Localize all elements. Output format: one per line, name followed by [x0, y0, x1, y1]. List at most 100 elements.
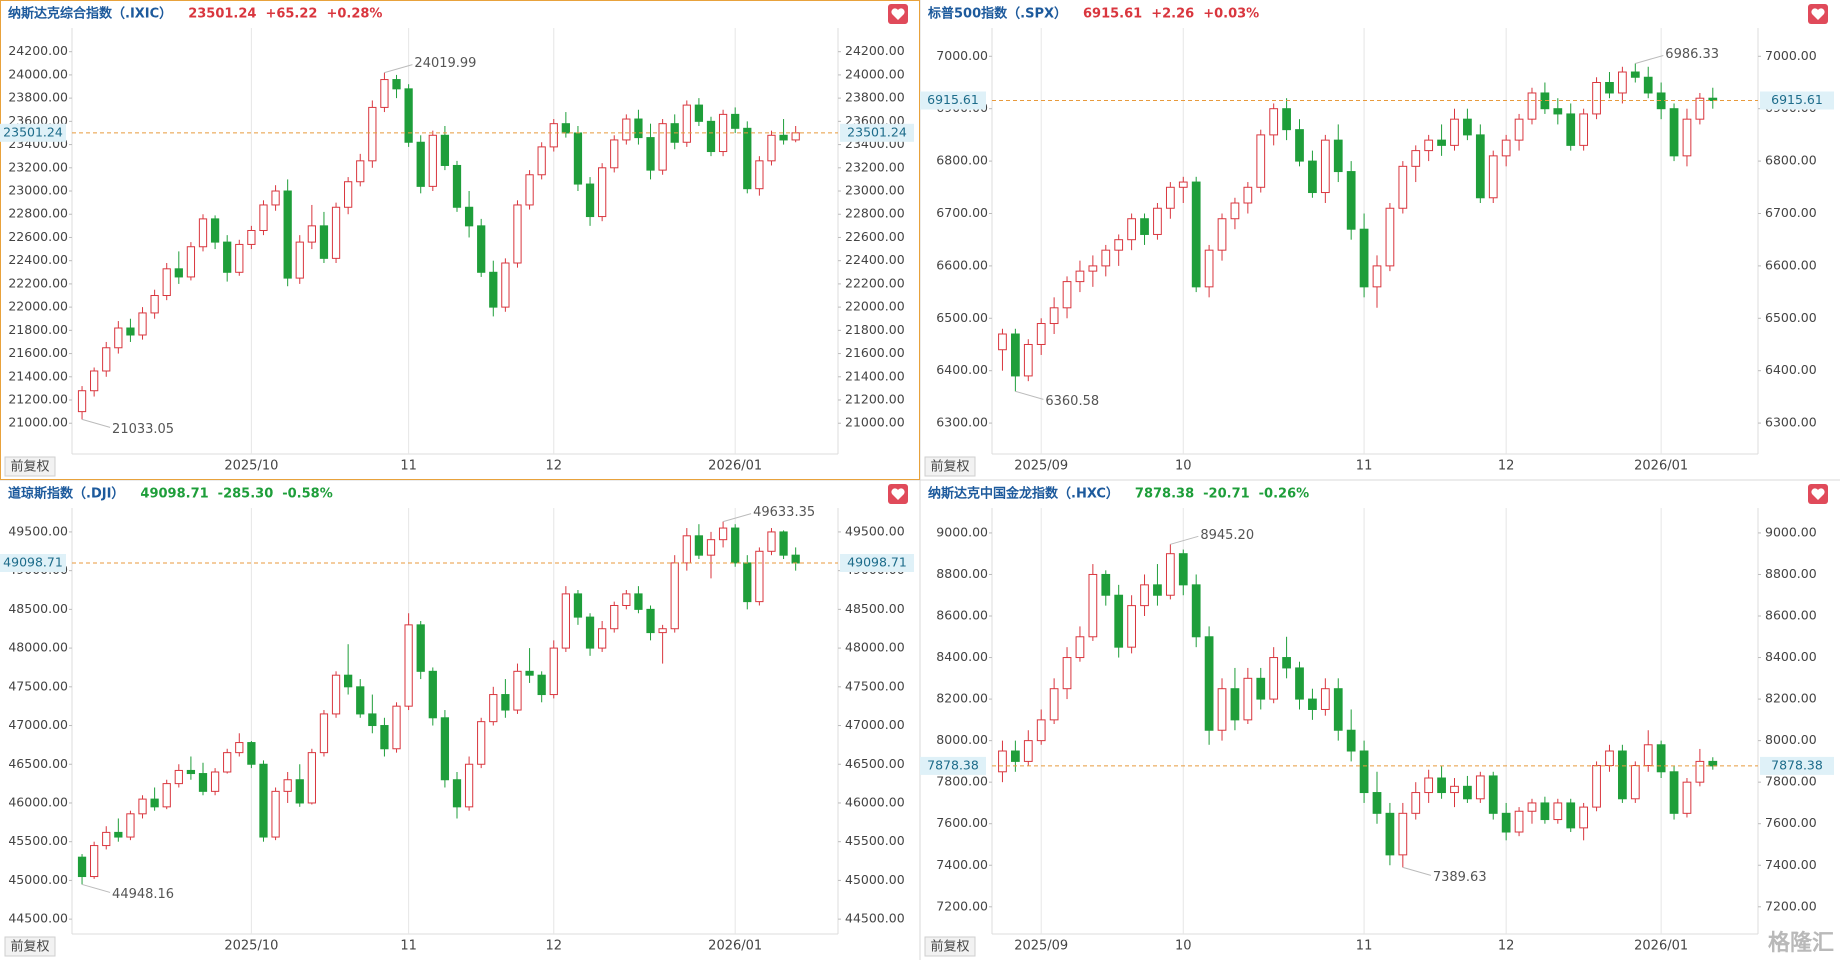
favorite-button[interactable]	[888, 4, 908, 24]
candle-body	[186, 769, 196, 775]
candle-body	[344, 674, 353, 688]
candle-body	[380, 725, 389, 750]
candle-body	[1308, 698, 1317, 710]
candle-body	[1191, 584, 1201, 638]
candle-body	[368, 713, 377, 727]
y-tick-label: 24200.00	[8, 43, 68, 58]
candle-body	[1566, 113, 1576, 146]
candle-body	[501, 694, 510, 711]
y-tick-label: 6700.00	[1765, 205, 1817, 220]
adjust-button[interactable]: 前复权	[4, 456, 56, 477]
candle-body	[259, 204, 268, 231]
candle-body	[682, 535, 691, 564]
watermark: 格隆汇	[1768, 930, 1834, 956]
candle-body	[561, 123, 570, 134]
candle-body	[247, 229, 256, 245]
y-tick-label: 45500.00	[845, 833, 905, 848]
candle-body	[1540, 802, 1550, 821]
candle-body	[1411, 792, 1421, 814]
candle-body	[295, 779, 304, 804]
candle-body	[1010, 333, 1020, 377]
price-change-pct: -0.26%	[1259, 487, 1310, 502]
candle-body	[1101, 573, 1111, 596]
low-annotation: 44948.16	[112, 887, 174, 902]
candle-body	[283, 190, 292, 279]
candle-body	[1165, 186, 1175, 209]
heart-icon	[1811, 8, 1825, 20]
candle-body	[585, 616, 595, 649]
high-annotation: 49633.35	[753, 505, 815, 520]
candle-body	[634, 593, 643, 610]
candle-body	[1178, 181, 1188, 188]
candle-body	[1320, 688, 1330, 710]
y-tick-label: 48000.00	[845, 640, 905, 655]
y-tick-label: 22600.00	[8, 229, 68, 244]
y-tick-label: 7000.00	[1765, 48, 1817, 63]
y-tick-label: 9000.00	[936, 524, 988, 539]
candle-body	[1437, 777, 1446, 794]
candle-body	[162, 268, 171, 297]
y-tick-label: 22600.00	[845, 229, 905, 244]
y-tick-label: 6400.00	[936, 362, 988, 377]
y-tick-label: 46000.00	[845, 794, 905, 809]
candle-body	[525, 670, 534, 676]
low-annotation: 6360.58	[1045, 394, 1099, 409]
high-annotation: 8945.20	[1200, 528, 1254, 543]
adjust-button-bg	[4, 456, 56, 477]
candle-body	[646, 608, 655, 634]
x-tick-label: 10	[1175, 939, 1192, 954]
y-tick-label: 21200.00	[8, 392, 68, 407]
candle-body	[1501, 812, 1511, 833]
candle-body	[779, 531, 788, 556]
adjust-button-label: 前复权	[10, 939, 49, 955]
adjust-button[interactable]: 前复权	[924, 936, 976, 957]
price-change-pct: -0.58%	[282, 487, 333, 502]
price-change-pct: +0.28%	[326, 7, 382, 22]
x-tick-label: 10	[1175, 459, 1192, 474]
candle-body	[174, 268, 183, 278]
candle-body	[198, 773, 208, 792]
candle-body	[138, 798, 147, 815]
adjust-button[interactable]: 前复权	[924, 456, 976, 477]
candle-body	[706, 120, 716, 153]
candle-body	[1579, 113, 1589, 146]
candle-body	[1708, 97, 1718, 102]
candle-body	[1243, 186, 1253, 204]
candle-body	[537, 674, 546, 696]
adjust-button[interactable]: 前复权	[4, 936, 56, 957]
y-tick-label: 46000.00	[8, 794, 68, 809]
candle-body	[658, 628, 667, 634]
favorite-button[interactable]	[1808, 4, 1828, 24]
candle-body	[1398, 165, 1408, 209]
candle-body	[598, 628, 607, 649]
price-badge-label: 7878.38	[927, 757, 979, 772]
candle-body	[283, 779, 292, 792]
candle-body	[706, 539, 716, 556]
candle-body	[235, 243, 244, 273]
annotation-leader	[81, 883, 111, 893]
adjust-button-bg	[924, 936, 976, 957]
candle-body	[1527, 92, 1537, 120]
price-change: -285.30	[218, 487, 274, 502]
candle-body	[1049, 307, 1059, 325]
y-tick-label: 7000.00	[936, 48, 988, 63]
y-tick-label: 44500.00	[845, 911, 905, 926]
y-tick-label: 6400.00	[1765, 362, 1817, 377]
y-tick-label: 7400.00	[936, 857, 988, 872]
x-tick-label: 12	[545, 939, 562, 954]
favorite-button[interactable]	[1808, 484, 1828, 504]
price-badge-label: 6915.61	[927, 92, 979, 107]
candle-body	[210, 218, 220, 243]
y-tick-label: 21000.00	[8, 415, 68, 430]
candle-body	[428, 134, 437, 187]
y-tick-label: 8000.00	[936, 732, 988, 747]
candle-body	[1630, 765, 1640, 800]
candle-body	[573, 132, 583, 185]
y-tick-label: 8200.00	[936, 691, 988, 706]
favorite-button[interactable]	[888, 484, 908, 504]
candle-body	[718, 527, 728, 541]
price-badge-label: 49098.71	[3, 555, 63, 570]
candle-body	[404, 88, 413, 143]
candle-body	[1450, 785, 1459, 794]
